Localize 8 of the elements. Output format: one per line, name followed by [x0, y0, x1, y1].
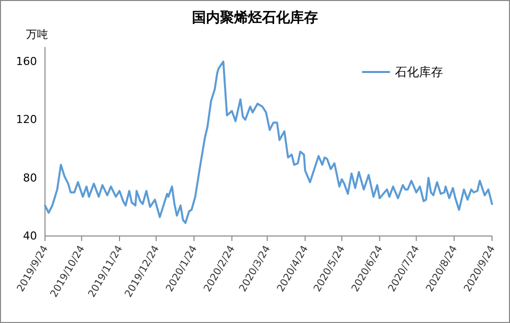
legend-label: 石化库存: [395, 65, 443, 79]
line-series: [44, 60, 493, 224]
y-tick-label: 160: [16, 55, 37, 68]
y-tick-label: 40: [23, 230, 37, 242]
y-tick-label: 80: [23, 171, 37, 184]
y-tick-label: 120: [16, 113, 37, 126]
y-axis-title: 万吨: [26, 28, 48, 41]
chart-title: 国内聚烯烃石化库存: [192, 9, 318, 26]
